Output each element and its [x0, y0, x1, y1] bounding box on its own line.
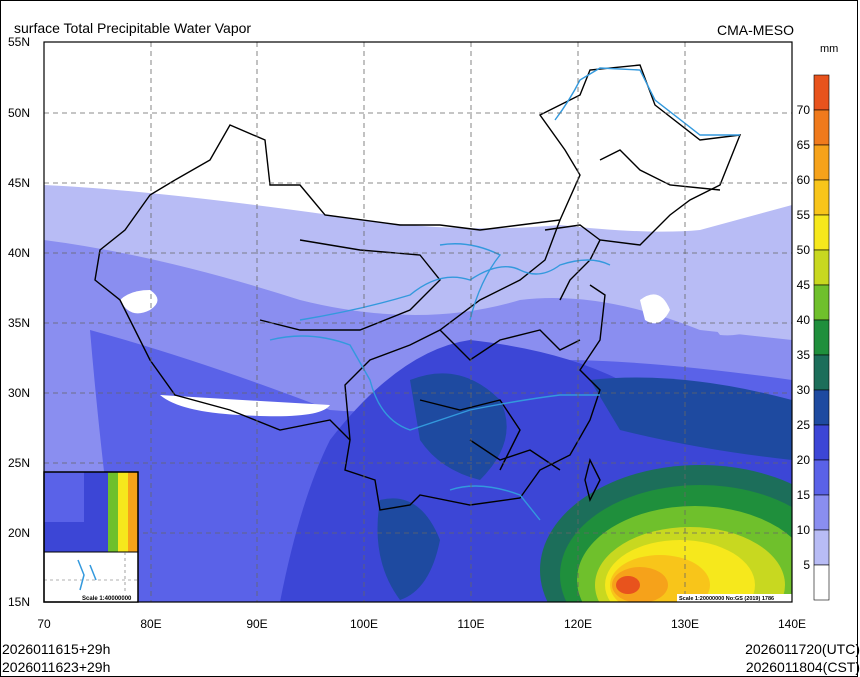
colorbar-label: 60 [797, 173, 811, 187]
model-name: CMA-MESO [717, 22, 794, 38]
river-layer [269, 67, 740, 521]
colorbar-label: 25 [797, 418, 811, 432]
colorbar-label: 35 [797, 348, 811, 362]
border-layer [94, 64, 742, 511]
inset-scale-text: Scale 1:40000000 [82, 596, 132, 602]
map-title: surface Total Precipitable Water Vapor [14, 20, 252, 36]
lat-label: 35N [8, 316, 30, 330]
colorbar-swatch [813, 424, 830, 461]
main-scale-text: Scale 1:20000000 No:GS (2019) 1786 [679, 596, 774, 602]
colorbar-label: 45 [797, 278, 811, 292]
colorbar-swatch [813, 144, 830, 181]
colorbar-label: 15 [797, 488, 811, 502]
colorbar-swatch [813, 74, 830, 111]
lon-label: 70 [37, 617, 51, 631]
colorbar-swatch [813, 389, 830, 426]
colorbar-swatch [813, 214, 830, 251]
field-layer [44, 42, 792, 602]
lat-label: 50N [8, 106, 30, 120]
colorbar-swatch [813, 564, 830, 601]
colorbar-swatch [813, 494, 830, 531]
plot-frame [43, 41, 793, 603]
valid-time-utc: 2026011720(UTC) [745, 641, 860, 657]
colorbar-swatch [813, 249, 830, 286]
lat-label: 15N [8, 595, 30, 609]
longitude-labels: 70 80E 90E 100E 110E 120E 130E 140E [37, 617, 806, 631]
colorbar-label: 30 [797, 383, 811, 397]
colorbar-label: 10 [797, 523, 811, 537]
colorbar-label: 70 [797, 103, 811, 117]
inset-map: Scale 1:40000000 [43, 471, 139, 603]
colorbar-label: 40 [797, 313, 811, 327]
init-time-cst: 2026011623+29h [2, 659, 111, 675]
lat-label: 20N [8, 526, 30, 540]
colorbar-label: 65 [797, 138, 811, 152]
lon-label: 120E [564, 617, 592, 631]
colorbar-swatch [813, 319, 830, 356]
lon-label: 80E [140, 617, 161, 631]
init-time-utc: 2026011615+29h [2, 641, 111, 657]
colorbar-swatch [813, 529, 830, 566]
colorbar-swatch [813, 179, 830, 216]
colorbar: 70 65 60 55 50 45 40 35 30 25 20 15 10 5 [797, 74, 830, 601]
lat-label: 30N [8, 386, 30, 400]
lon-label: 90E [246, 617, 267, 631]
colorbar-label: 50 [797, 243, 811, 257]
latitude-labels: 55N 50N 45N 40N 35N 30N 25N 20N 15N [8, 35, 30, 609]
colorbar-label: 5 [803, 558, 810, 572]
lat-label: 25N [8, 456, 30, 470]
colorbar-swatch [813, 459, 830, 496]
lat-label: 45N [8, 176, 30, 190]
colorbar-unit: mm [820, 43, 839, 55]
grid-lines [44, 42, 792, 602]
colorbar-label: 55 [797, 208, 811, 222]
lat-label: 40N [8, 246, 30, 260]
lat-label: 55N [8, 35, 30, 49]
colorbar-label: 20 [797, 453, 811, 467]
lon-label: 110E [457, 617, 484, 631]
colorbar-swatch [813, 354, 830, 391]
valid-time-cst: 2026011804(CST) [745, 659, 860, 675]
colorbar-swatch [813, 284, 830, 321]
lon-label: 130E [671, 617, 699, 631]
precipitable-water-map: Scale 1:40000000 Scale 1:20000000 No:GS … [8, 35, 830, 631]
lon-label: 140E [778, 617, 806, 631]
colorbar-swatch [813, 109, 830, 146]
lon-label: 100E [350, 617, 378, 631]
